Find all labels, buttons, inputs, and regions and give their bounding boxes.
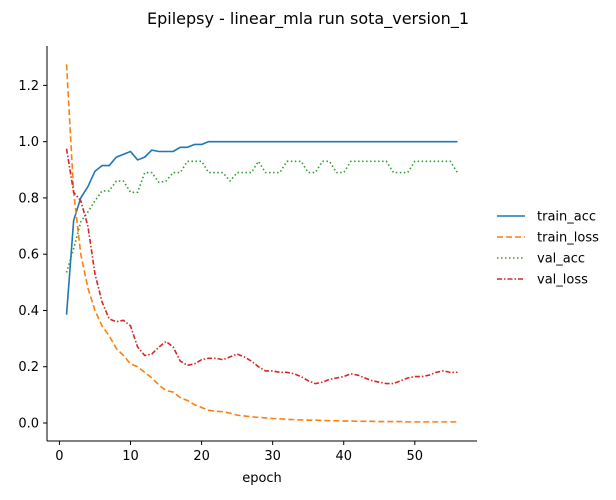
y-tick-label: 0.6: [18, 248, 39, 263]
plot-area: [65, 64, 459, 423]
x-tick-label: 30: [264, 449, 281, 464]
x-tick-label: 10: [122, 449, 139, 464]
legend-label-train-acc: train_acc: [537, 210, 596, 225]
x-tick-label: 50: [407, 449, 424, 464]
y-tick-label: 1.2: [18, 79, 39, 94]
y-ticks: 0.0 0.2 0.4 0.6 0.8 1.0 1.2: [18, 79, 47, 431]
x-tick-label: 20: [193, 449, 210, 464]
y-tick-label: 0.2: [18, 360, 39, 375]
y-tick-label: 0.8: [18, 191, 39, 206]
legend-label-train-loss: train_loss: [537, 231, 599, 246]
y-tick-label: 0.0: [18, 416, 39, 431]
legend-label-val-acc: val_acc: [537, 252, 585, 267]
x-axis-label: epoch: [242, 471, 282, 486]
y-tick-label: 0.4: [18, 304, 39, 319]
x-ticks: 0 10 20 30 40 50: [55, 441, 423, 464]
chart-title: Epilepsy - linear_mla run sota_version_1: [147, 9, 469, 29]
x-tick-label: 40: [335, 449, 352, 464]
series-line-train-loss: [65, 64, 458, 423]
y-tick-label: 1.0: [18, 135, 39, 150]
series-line-train-acc: [65, 140, 458, 315]
legend: train_acc train_loss val_acc val_loss: [497, 210, 599, 288]
legend-label-val-loss: val_loss: [537, 273, 588, 288]
series-line-val-loss: [65, 148, 458, 385]
series-line-val-acc: [65, 160, 459, 273]
x-tick-label: 0: [55, 449, 63, 464]
